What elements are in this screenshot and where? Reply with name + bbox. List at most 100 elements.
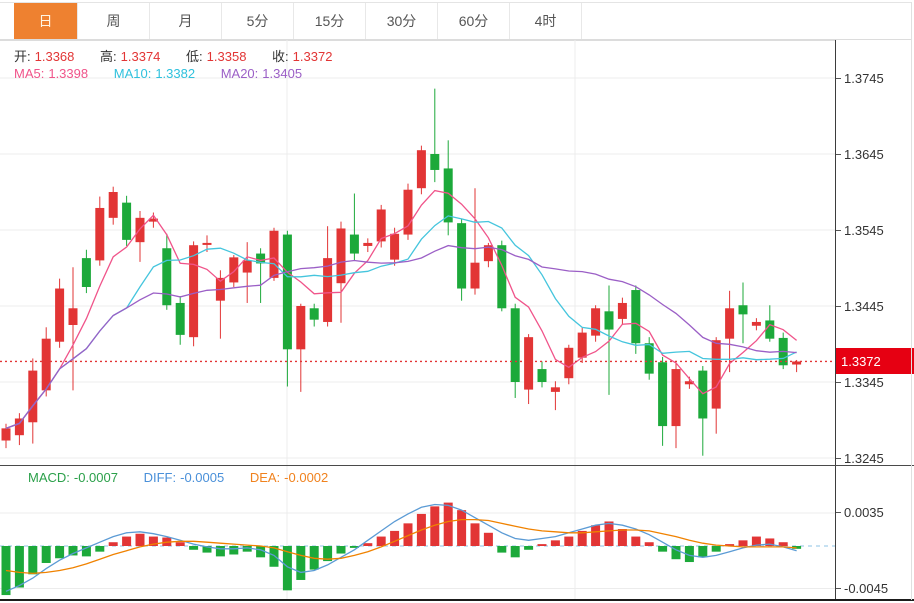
macd-bar <box>631 536 641 546</box>
timeframe-tabbar: 日周月 5分 15分 30分 60分 4时 <box>0 2 911 40</box>
macd-bar <box>189 546 199 550</box>
candle-body <box>510 308 520 382</box>
macd-bar <box>725 544 735 546</box>
macd-bar <box>564 536 574 546</box>
tick-mark <box>836 229 841 231</box>
macd-bar <box>14 546 24 588</box>
high-value: 1.3374 <box>120 49 161 64</box>
macd-bar <box>658 546 668 552</box>
diff-value: -0.0005 <box>180 470 225 485</box>
tick-mark <box>836 153 841 155</box>
candle-body <box>430 154 440 170</box>
macd-bar <box>108 542 118 546</box>
candle-body <box>336 228 346 284</box>
tick-mark <box>836 381 841 383</box>
ma5-line <box>5 189 798 430</box>
current-price-badge: 1.3372 <box>836 348 914 375</box>
ohlc-header: 开: 1.3368 高: 1.3374 低: 1.3358 收: 1.3372 <box>14 46 336 65</box>
macd-histogram <box>1 502 802 596</box>
macd-label: MACD: <box>28 470 70 485</box>
candle-body <box>229 257 239 283</box>
macd-bar <box>591 525 601 546</box>
candle-body <box>698 370 708 419</box>
candle-body <box>658 362 668 427</box>
candle-body <box>108 192 118 218</box>
macd-chart[interactable] <box>0 466 835 600</box>
candle-body <box>269 230 279 278</box>
candle-body <box>376 209 386 242</box>
macd-bar <box>323 546 333 562</box>
candle-body <box>189 245 199 338</box>
macd-bar <box>671 546 681 560</box>
tab-timeframe-6[interactable]: 60分 <box>438 3 510 39</box>
panel-separator <box>0 465 914 466</box>
axis-line <box>835 40 836 600</box>
open-value: 1.3368 <box>34 49 75 64</box>
candle-body <box>644 343 654 374</box>
candlestick-chart[interactable] <box>0 40 835 465</box>
macd-bar <box>269 546 279 567</box>
ma5-value: 1.3398 <box>48 66 89 81</box>
tab-timeframe-5[interactable]: 30分 <box>366 3 438 39</box>
candle-body <box>256 253 266 264</box>
close-label: 收: <box>272 49 289 64</box>
candle-body <box>242 260 252 273</box>
high-label: 高: <box>100 49 117 64</box>
candle-body <box>135 217 145 243</box>
macd-bar <box>497 546 507 553</box>
macd-bar <box>68 546 78 556</box>
candle-body <box>1 428 11 441</box>
candle-body <box>577 332 587 358</box>
candle-body <box>309 308 319 320</box>
macd-bar <box>135 533 145 546</box>
macd-bar <box>443 502 453 546</box>
macd-bar <box>644 542 654 546</box>
candle-body <box>202 242 212 245</box>
candle-body <box>738 305 748 315</box>
macd-bar <box>282 546 292 591</box>
tab-timeframe-0[interactable]: 日 <box>14 3 78 39</box>
macd-bar <box>256 546 266 558</box>
macd-bar <box>711 546 721 552</box>
macd-bar <box>148 536 158 546</box>
tab-timeframe-2[interactable]: 月 <box>150 3 222 39</box>
macd-bar <box>296 546 306 580</box>
price-tick-1.3445: 1.3445 <box>836 297 884 315</box>
dea-line <box>5 518 797 575</box>
macd-bar <box>55 546 65 559</box>
price-tick-1.3245: 1.3245 <box>836 449 884 467</box>
tab-timeframe-1[interactable]: 周 <box>78 3 150 39</box>
price-tick-1.3645: 1.3645 <box>836 145 884 163</box>
candle-body <box>604 311 614 330</box>
macd-bar <box>765 538 775 546</box>
macd-bar <box>483 532 493 546</box>
ma10-line <box>5 215 797 430</box>
candle-body <box>296 306 306 350</box>
candle-body <box>725 308 735 339</box>
macd-bar <box>390 530 400 546</box>
candle-body <box>28 370 38 423</box>
macd-bar <box>698 546 708 558</box>
macd-bar <box>175 542 185 546</box>
tab-timeframe-7[interactable]: 4时 <box>510 3 582 39</box>
candle-body <box>470 262 480 289</box>
candle-body <box>537 369 547 382</box>
tab-timeframe-3[interactable]: 5分 <box>222 3 294 39</box>
candle-body <box>68 308 78 325</box>
candles-group <box>1 88 802 456</box>
price-tick-1.3745: 1.3745 <box>836 69 884 87</box>
right-border <box>911 2 912 600</box>
tab-timeframe-4[interactable]: 15分 <box>294 3 366 39</box>
macd-bar <box>229 546 239 555</box>
ma10-value: 1.3382 <box>155 66 196 81</box>
candle-body <box>122 202 132 240</box>
candle-body <box>684 381 694 385</box>
candle-body <box>550 387 560 392</box>
candle-body <box>631 290 641 344</box>
macd-bar <box>577 530 587 546</box>
macd-bar <box>336 546 346 554</box>
macd-bar <box>684 546 694 563</box>
macd-bar <box>403 523 413 546</box>
tick-mark <box>836 512 841 514</box>
candle-body <box>148 218 158 222</box>
